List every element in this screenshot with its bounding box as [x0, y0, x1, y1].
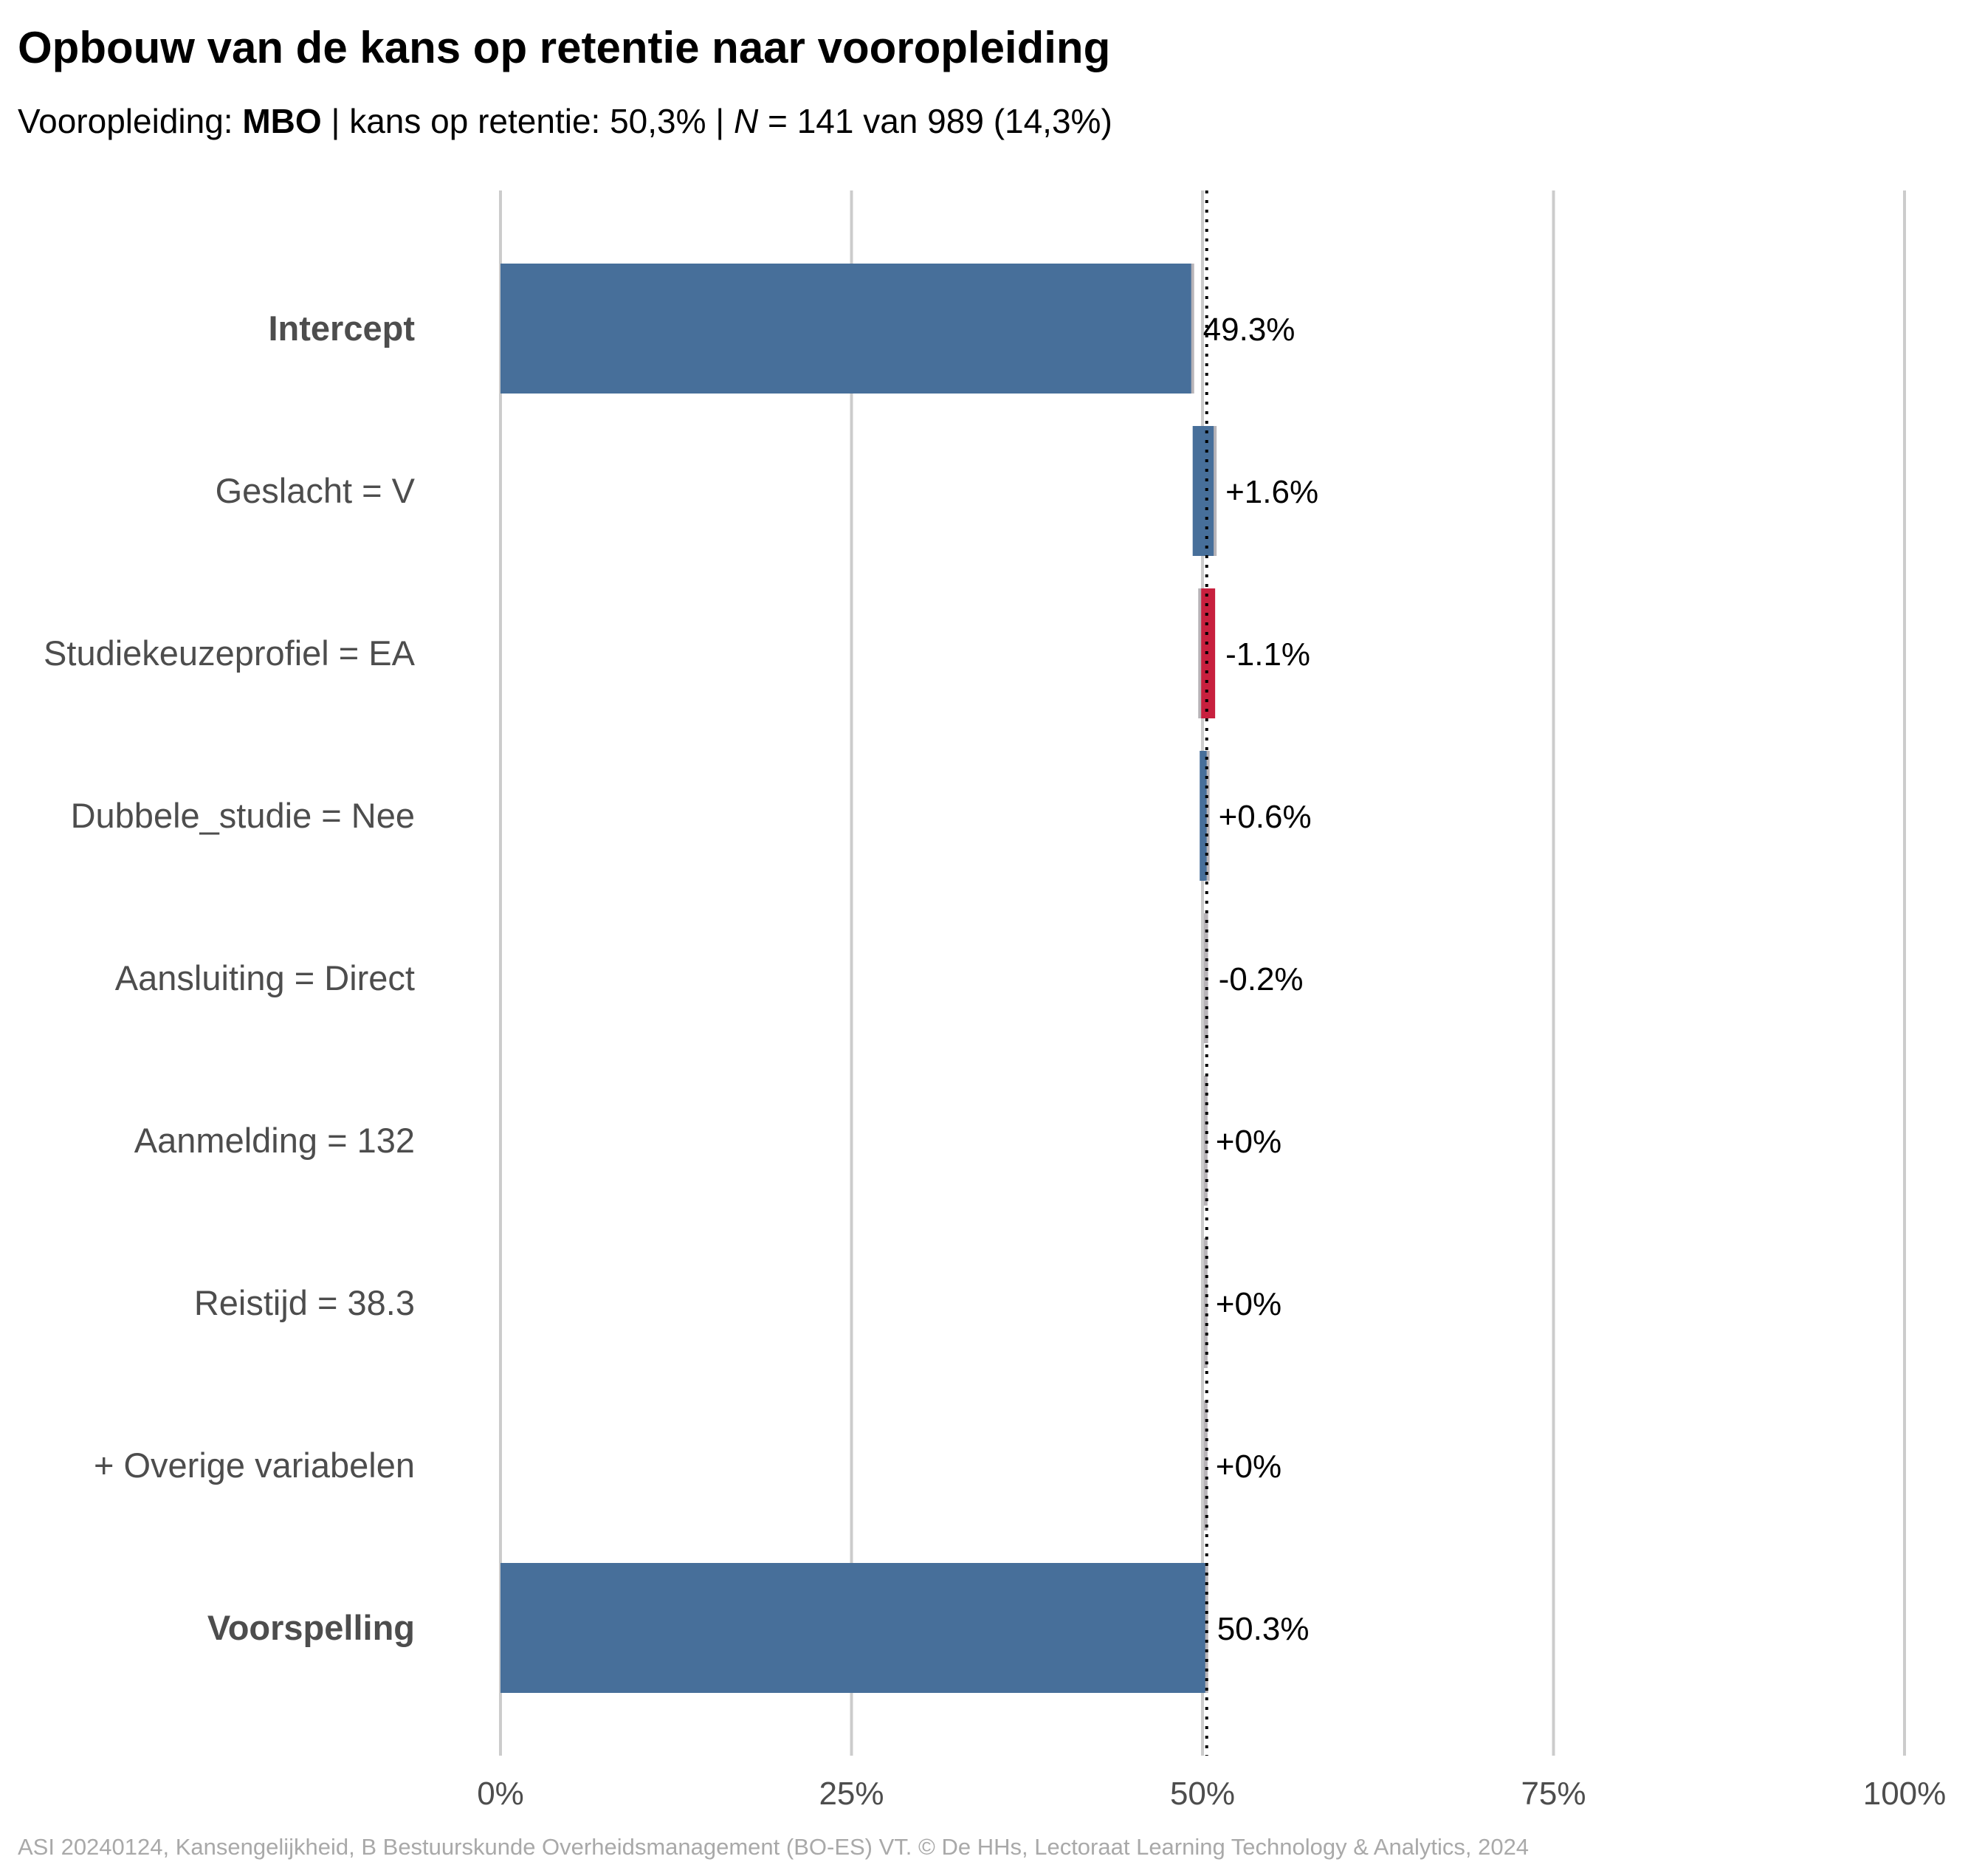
x-tick-label: 50%	[1170, 1776, 1235, 1812]
value-label: +1.6%	[1225, 474, 1318, 510]
bar	[1192, 426, 1216, 556]
bar	[500, 1563, 1207, 1693]
value-labels: 49.3% +1.6% -1.1% +0.6% -0.2% +0% +0% +0% 50.3%	[1203, 312, 1318, 1647]
chart-title: Opbouw van de kans op retentie naar voor…	[18, 23, 1111, 72]
value-label: +0%	[1216, 1124, 1281, 1160]
category-label: Aanmelding = 132	[134, 1121, 415, 1160]
bars	[500, 264, 1217, 1693]
value-label: -1.1%	[1225, 636, 1310, 673]
category-label: Reistijd = 38.3	[194, 1283, 415, 1322]
subtitle-mid: | kans op retentie: 50,3% |	[321, 102, 734, 140]
value-label: -0.2%	[1219, 961, 1304, 997]
subtitle-group: MBO	[242, 102, 322, 140]
category-label: Geslacht = V	[216, 471, 416, 510]
subtitle-prefix: Vooropleiding:	[18, 102, 243, 140]
bar	[1200, 751, 1208, 881]
chart-subtitle: Vooropleiding: MBO | kans op retentie: 5…	[18, 101, 1112, 141]
grid-lines	[499, 190, 1906, 1756]
subtitle-n-label: N	[734, 102, 759, 140]
category-label: Intercept	[269, 309, 416, 348]
category-label: Voorspelling	[207, 1608, 415, 1647]
category-label: + Overige variabelen	[94, 1446, 415, 1485]
category-label: Aansluiting = Direct	[115, 958, 415, 997]
value-label: 49.3%	[1203, 312, 1296, 348]
value-label: 50.3%	[1217, 1611, 1310, 1647]
value-label: +0%	[1216, 1286, 1281, 1322]
category-labels: Intercept Geslacht = V Studiekeuzeprofiel …	[44, 309, 416, 1647]
x-tick-label: 75%	[1521, 1776, 1586, 1812]
subtitle-suffix: = 141 van 989 (14,3%)	[758, 102, 1112, 140]
value-label: +0%	[1216, 1449, 1281, 1485]
x-axis-tick-labels: 0% 25% 50% 75% 100%	[477, 1776, 1946, 1812]
category-label: Studiekeuzeprofiel = EA	[44, 633, 416, 673]
value-label: +0.6%	[1219, 799, 1312, 835]
x-tick-label: 0%	[477, 1776, 524, 1812]
x-tick-label: 100%	[1863, 1776, 1947, 1812]
chart-caption: ASI 20240124, Kansengelijkheid, B Bestuu…	[18, 1834, 1530, 1860]
x-tick-label: 25%	[819, 1776, 884, 1812]
category-label: Dubbele_studie = Nee	[71, 796, 415, 835]
bar	[500, 264, 1193, 394]
